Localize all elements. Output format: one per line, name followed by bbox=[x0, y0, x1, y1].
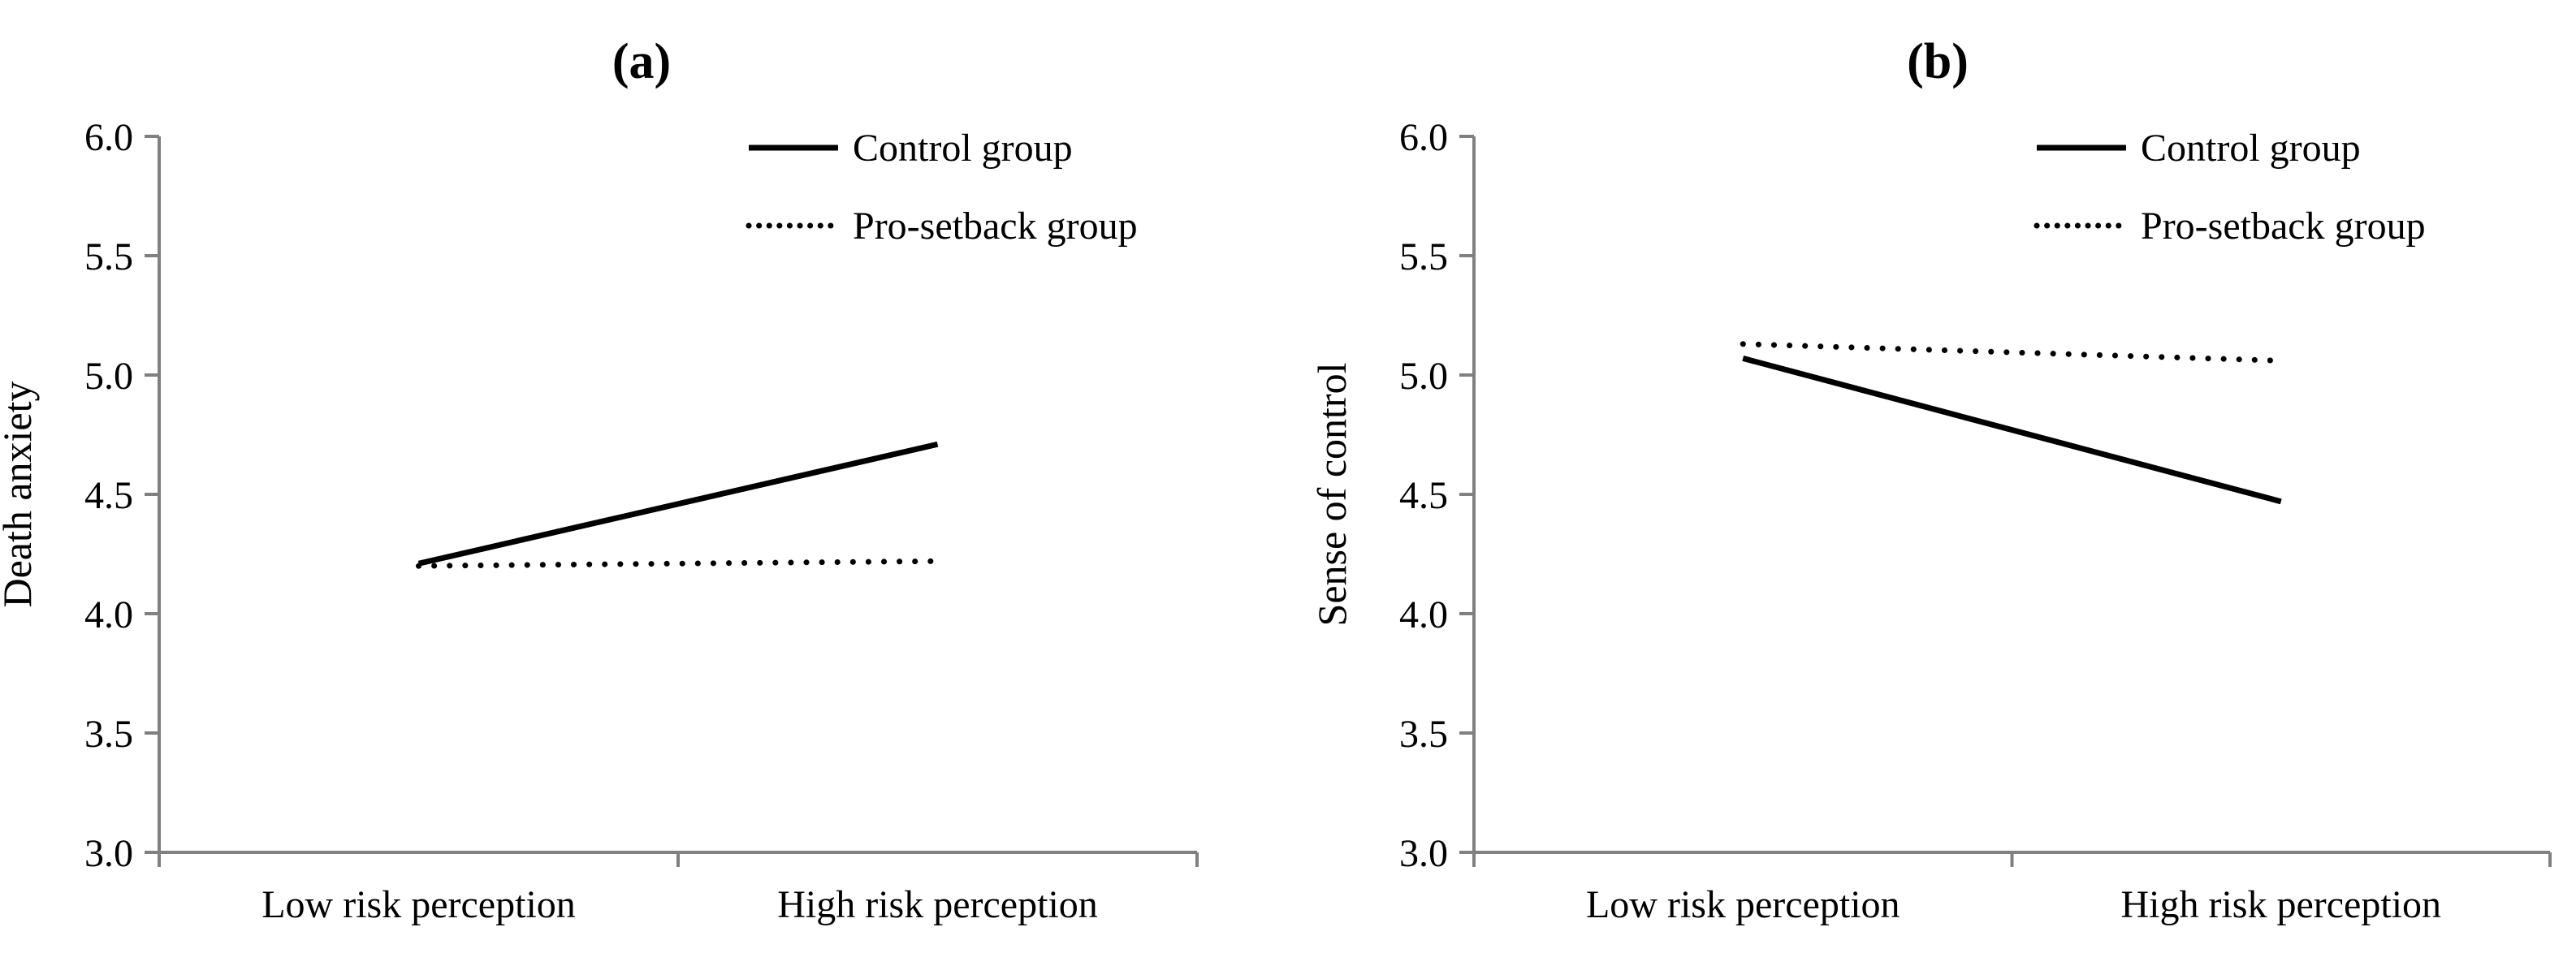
chart-b: (b) 6.0 5.5 5.0 4.5 4.0 3.5 3.0 Low risk percept… bbox=[1309, 34, 2552, 926]
y-tick-label: 5.5 bbox=[1399, 235, 1448, 278]
category-label: Low risk perception bbox=[261, 883, 576, 926]
legend-label: Pro-setback group bbox=[2141, 205, 2426, 248]
series-line-pro-setback-group bbox=[1740, 341, 2284, 364]
category-label: High risk perception bbox=[2120, 883, 2441, 926]
y-tick-label: 4.0 bbox=[84, 593, 133, 636]
y-axis-title: Sense of control bbox=[1309, 363, 1355, 627]
y-tick-label: 5.5 bbox=[84, 235, 133, 278]
y-tick-label: 3.0 bbox=[1399, 832, 1448, 875]
category-label: Low risk perception bbox=[1586, 883, 1900, 926]
y-tick-label: 4.5 bbox=[1399, 474, 1448, 517]
panel-b: (b) 6.0 5.5 5.0 4.5 4.0 3.5 3.0 Low risk percept… bbox=[1288, 0, 2576, 953]
panel-title: (a) bbox=[612, 34, 671, 89]
y-tick-label: 5.0 bbox=[84, 355, 133, 398]
series-line-pro-setback-group bbox=[416, 558, 940, 569]
y-tick-label: 4.5 bbox=[84, 474, 133, 517]
panel-title: (b) bbox=[1907, 34, 1969, 89]
legend-label: Control group bbox=[2141, 127, 2361, 170]
panel-a: (a) 6.0 5.5 5.0 4.5 4.0 3.5 3.0 Low risk percept… bbox=[0, 34, 1199, 926]
y-tick-label: 3.0 bbox=[84, 832, 133, 875]
y-tick-label: 3.5 bbox=[1399, 713, 1448, 756]
series-line-control-group bbox=[1742, 356, 2282, 505]
y-axis-title: Death anxiety bbox=[0, 381, 40, 607]
series-line-control-group bbox=[417, 441, 939, 567]
legend-label: Control group bbox=[853, 127, 1073, 170]
y-tick-label: 6.0 bbox=[1399, 116, 1448, 159]
y-tick-label: 4.0 bbox=[1399, 593, 1448, 636]
category-label: High risk perception bbox=[777, 883, 1098, 926]
y-tick-label: 6.0 bbox=[84, 116, 133, 159]
legend-label: Pro-setback group bbox=[853, 205, 1138, 248]
chart-a: (a) 6.0 5.5 5.0 4.5 4.0 3.5 3.0 Low risk percept… bbox=[0, 34, 1199, 926]
y-tick-label: 3.5 bbox=[84, 713, 133, 756]
y-tick-label: 5.0 bbox=[1399, 355, 1448, 398]
